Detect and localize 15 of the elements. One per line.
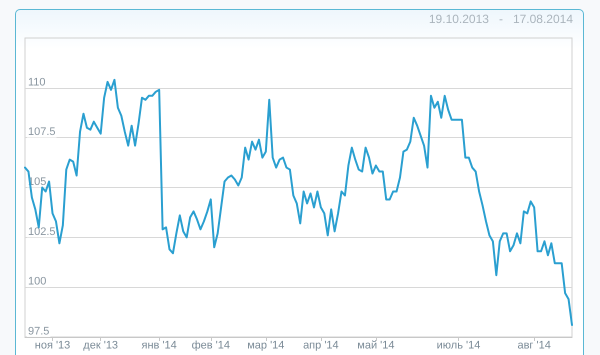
x-tick-label: дек '13 bbox=[83, 340, 118, 352]
y-tick-label: 107.5 bbox=[28, 126, 56, 138]
y-tick-label: 102.5 bbox=[28, 226, 56, 238]
x-tick-label: мар '14 bbox=[247, 340, 284, 352]
y-tick-label: 97.5 bbox=[28, 326, 50, 338]
x-tick-label: янв '14 bbox=[142, 340, 177, 352]
y-tick-label: 110 bbox=[28, 76, 46, 88]
x-tick-label: июль '14 bbox=[436, 340, 480, 352]
chart-title: 19.10.2013 - 17.08.2014 bbox=[428, 12, 574, 26]
x-tick-label: апр '14 bbox=[303, 340, 339, 352]
x-tick-label: авг '14 bbox=[517, 340, 551, 352]
y-tick-label: 100 bbox=[28, 276, 46, 288]
x-tick-label: ноя '13 bbox=[34, 340, 70, 352]
x-tick-label: май '14 bbox=[357, 340, 395, 352]
x-tick-label: фев '14 bbox=[192, 340, 230, 352]
